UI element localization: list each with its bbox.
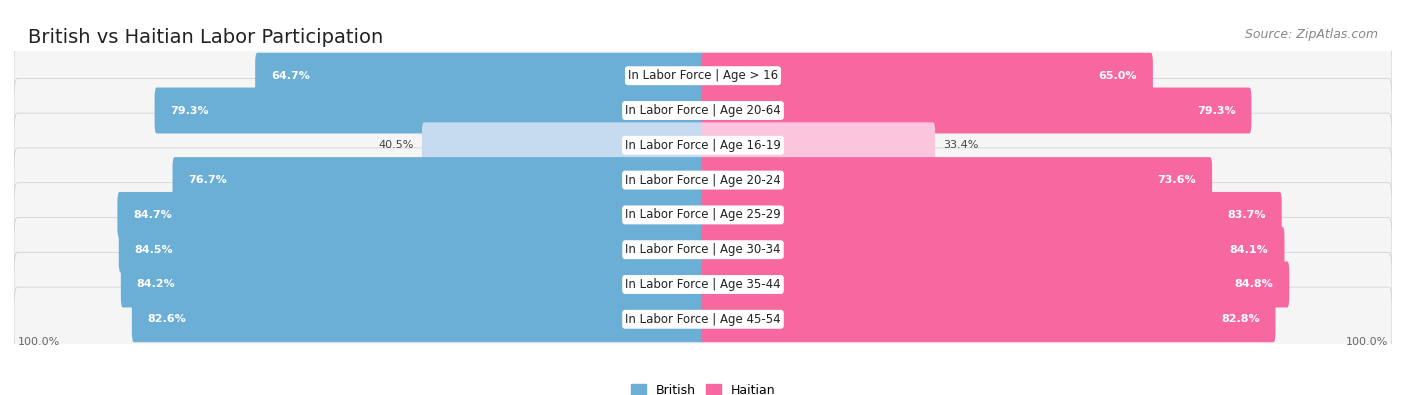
Text: In Labor Force | Age 16-19: In Labor Force | Age 16-19	[626, 139, 780, 152]
Text: 65.0%: 65.0%	[1098, 71, 1137, 81]
Text: Source: ZipAtlas.com: Source: ZipAtlas.com	[1244, 28, 1378, 41]
FancyBboxPatch shape	[14, 183, 1392, 247]
FancyBboxPatch shape	[702, 53, 1153, 99]
Text: 73.6%: 73.6%	[1157, 175, 1197, 185]
FancyBboxPatch shape	[702, 88, 1251, 134]
FancyBboxPatch shape	[14, 252, 1392, 317]
Text: In Labor Force | Age 20-64: In Labor Force | Age 20-64	[626, 104, 780, 117]
FancyBboxPatch shape	[14, 78, 1392, 143]
FancyBboxPatch shape	[117, 192, 704, 238]
FancyBboxPatch shape	[14, 287, 1392, 352]
Text: 84.7%: 84.7%	[134, 210, 172, 220]
Text: 79.3%: 79.3%	[170, 105, 209, 115]
FancyBboxPatch shape	[422, 122, 704, 168]
Text: In Labor Force | Age > 16: In Labor Force | Age > 16	[628, 69, 778, 82]
Text: In Labor Force | Age 35-44: In Labor Force | Age 35-44	[626, 278, 780, 291]
FancyBboxPatch shape	[254, 53, 704, 99]
Text: 84.2%: 84.2%	[136, 280, 176, 290]
Text: 82.6%: 82.6%	[148, 314, 187, 324]
Text: In Labor Force | Age 20-24: In Labor Force | Age 20-24	[626, 173, 780, 186]
Text: 82.8%: 82.8%	[1220, 314, 1260, 324]
Text: 76.7%: 76.7%	[188, 175, 228, 185]
Text: British vs Haitian Labor Participation: British vs Haitian Labor Participation	[28, 28, 384, 47]
FancyBboxPatch shape	[702, 227, 1285, 273]
FancyBboxPatch shape	[173, 157, 704, 203]
Text: 84.5%: 84.5%	[135, 245, 173, 255]
Text: 100.0%: 100.0%	[17, 337, 59, 347]
FancyBboxPatch shape	[14, 113, 1392, 177]
Text: 83.7%: 83.7%	[1227, 210, 1265, 220]
FancyBboxPatch shape	[14, 218, 1392, 282]
FancyBboxPatch shape	[155, 88, 704, 134]
Legend: British, Haitian: British, Haitian	[626, 379, 780, 395]
FancyBboxPatch shape	[14, 43, 1392, 108]
Text: In Labor Force | Age 30-34: In Labor Force | Age 30-34	[626, 243, 780, 256]
Text: 64.7%: 64.7%	[271, 71, 309, 81]
FancyBboxPatch shape	[702, 296, 1275, 342]
FancyBboxPatch shape	[118, 227, 704, 273]
Text: In Labor Force | Age 25-29: In Labor Force | Age 25-29	[626, 209, 780, 222]
FancyBboxPatch shape	[702, 122, 935, 168]
FancyBboxPatch shape	[702, 192, 1282, 238]
Text: 84.1%: 84.1%	[1230, 245, 1268, 255]
FancyBboxPatch shape	[702, 261, 1289, 307]
Text: 84.8%: 84.8%	[1234, 280, 1274, 290]
Text: 79.3%: 79.3%	[1197, 105, 1236, 115]
Text: 100.0%: 100.0%	[1347, 337, 1389, 347]
FancyBboxPatch shape	[14, 148, 1392, 212]
Text: 33.4%: 33.4%	[943, 140, 979, 150]
FancyBboxPatch shape	[132, 296, 704, 342]
Text: In Labor Force | Age 45-54: In Labor Force | Age 45-54	[626, 313, 780, 326]
FancyBboxPatch shape	[121, 261, 704, 307]
FancyBboxPatch shape	[702, 157, 1212, 203]
Text: 40.5%: 40.5%	[378, 140, 413, 150]
